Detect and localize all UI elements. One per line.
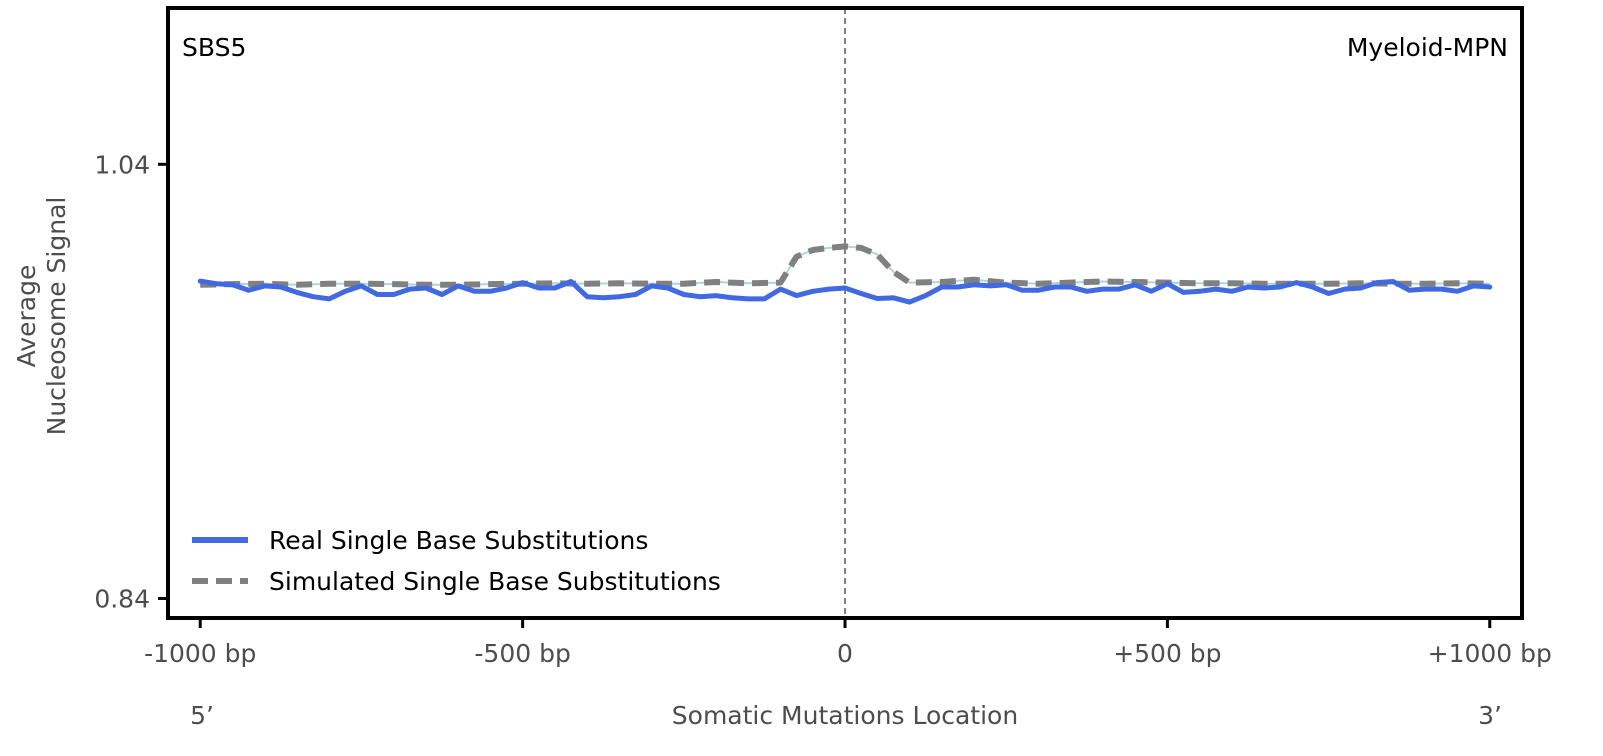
x-tick-label: +500 bp [1113, 639, 1221, 668]
y-tick-label: 1.04 [94, 150, 150, 179]
signature-label: SBS5 [182, 33, 246, 62]
x-tick-label: -1000 bp [144, 639, 256, 668]
y-axis-title: Average Nucleosome Signal [12, 197, 71, 436]
x-tick-label: -500 bp [474, 639, 570, 668]
series-simulated-line [200, 243, 1490, 288]
series-layer [197, 8, 1493, 618]
plot-frame [166, 6, 1524, 620]
tissue-label: Myeloid-MPN [1347, 33, 1508, 62]
legend-label-real: Real Single Base Substitutions [269, 526, 648, 555]
y-axis-title-line1: Average [12, 265, 41, 368]
legend: Real Single Base Substitutions Simulated… [192, 526, 721, 596]
legend-label-simulated: Simulated Single Base Substitutions [269, 567, 721, 596]
x-axis-title: Somatic Mutations Location [672, 701, 1018, 730]
three-prime-label: 3’ [1478, 701, 1502, 730]
y-tick-label: 0.84 [94, 584, 150, 613]
x-tick-label: 0 [837, 639, 853, 668]
x-tick-label: +1000 bp [1428, 639, 1552, 668]
five-prime-label: 5’ [190, 701, 214, 730]
series-real-line [197, 278, 1493, 305]
y-axis-title-line2: Nucleosome Signal [42, 197, 71, 436]
